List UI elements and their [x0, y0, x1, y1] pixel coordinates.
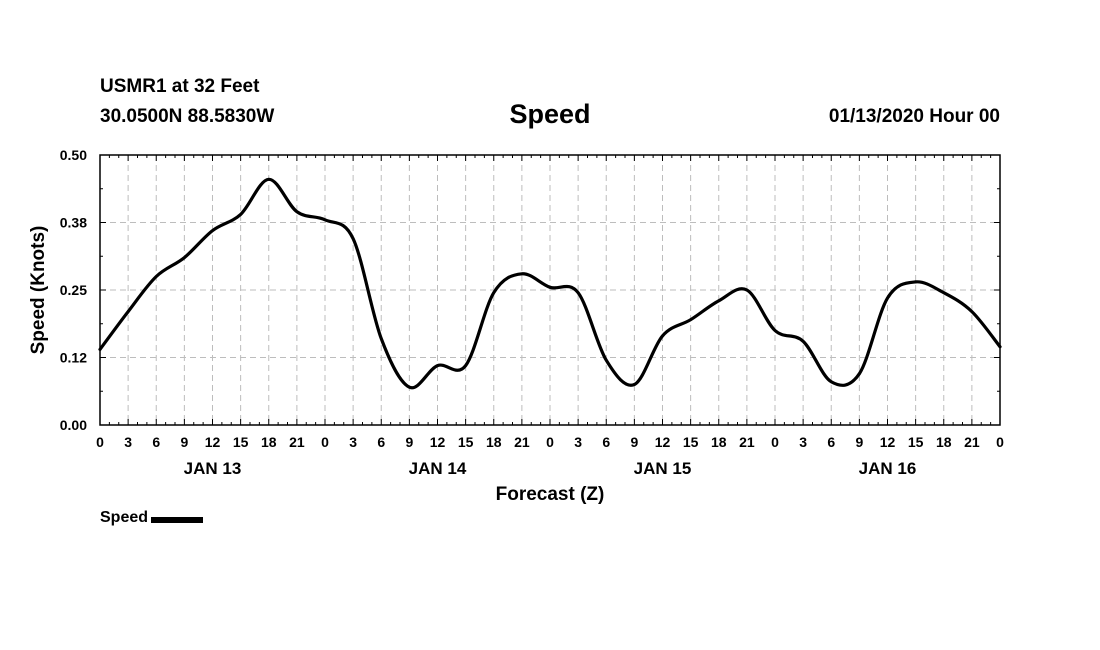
x-tick-label: 6 — [152, 434, 160, 450]
legend-label: Speed — [100, 509, 149, 526]
x-tick-label: 12 — [880, 434, 896, 450]
x-tick-label: 9 — [855, 434, 863, 450]
x-tick-label: 9 — [630, 434, 638, 450]
x-tick-label: 0 — [996, 434, 1004, 450]
station-label: USMR1 at 32 Feet — [100, 76, 260, 97]
x-tick-label: 18 — [711, 434, 727, 450]
x-tick-label: 15 — [458, 434, 474, 450]
x-tick-label: 21 — [514, 434, 530, 450]
chart-title: Speed — [509, 99, 591, 129]
legend: Speed — [100, 509, 204, 527]
x-tick-label: 21 — [289, 434, 305, 450]
x-tick-label: 6 — [377, 434, 385, 450]
day-label: JAN 16 — [859, 459, 917, 478]
x-tick-label: 0 — [546, 434, 554, 450]
x-tick-label: 0 — [321, 434, 329, 450]
x-tick-label: 0 — [96, 434, 104, 450]
day-label: JAN 14 — [409, 459, 467, 478]
x-tick-label: 21 — [964, 434, 980, 450]
run-time-label: 01/13/2020 Hour 00 — [828, 106, 1000, 127]
y-tick-label: 0.38 — [60, 215, 87, 231]
plot-frame — [99, 154, 1001, 426]
day-label: JAN 13 — [184, 459, 242, 478]
x-tick-label: 12 — [205, 434, 221, 450]
day-label: JAN 15 — [634, 459, 692, 478]
y-tick-label: 0.25 — [60, 282, 87, 298]
coordinates-label: 30.0500N 88.5830W — [100, 106, 275, 127]
x-tick-label: 6 — [827, 434, 835, 450]
x-tick-label: 12 — [655, 434, 671, 450]
y-tick-label: 0.12 — [60, 350, 87, 366]
x-tick-label: 15 — [233, 434, 249, 450]
x-tick-label: 15 — [908, 434, 924, 450]
x-tick-label: 9 — [405, 434, 413, 450]
x-tick-label: 3 — [574, 434, 582, 450]
x-tick-label: 12 — [430, 434, 446, 450]
x-tick-label: 9 — [180, 434, 188, 450]
y-axis-label: Speed (Knots) — [28, 226, 49, 355]
x-axis-label: Forecast (Z) — [496, 484, 605, 505]
x-tick-label: 6 — [602, 434, 610, 450]
y-tick-label: 0.00 — [60, 417, 87, 433]
y-tick-label: 0.50 — [60, 147, 87, 163]
x-tick-label: 0 — [771, 434, 779, 450]
x-tick-label: 18 — [936, 434, 952, 450]
x-tick-label: 3 — [124, 434, 132, 450]
x-tick-label: 21 — [739, 434, 755, 450]
x-tick-label: 18 — [261, 434, 277, 450]
grid-lines — [100, 155, 1000, 425]
x-tick-label: 15 — [683, 434, 699, 450]
x-tick-label: 18 — [486, 434, 502, 450]
axes: 0 3 6 9 12 15 18 21 0 3 6 9 12 15 18 21 0 3 6 9 12 15 18 21 0 3 6 9… — [60, 147, 1004, 478]
legend-swatch — [151, 517, 204, 523]
x-tick-label: 3 — [349, 434, 357, 450]
series-layer — [98, 177, 1002, 390]
series-line-speed — [98, 177, 1002, 390]
x-tick-label: 3 — [799, 434, 807, 450]
